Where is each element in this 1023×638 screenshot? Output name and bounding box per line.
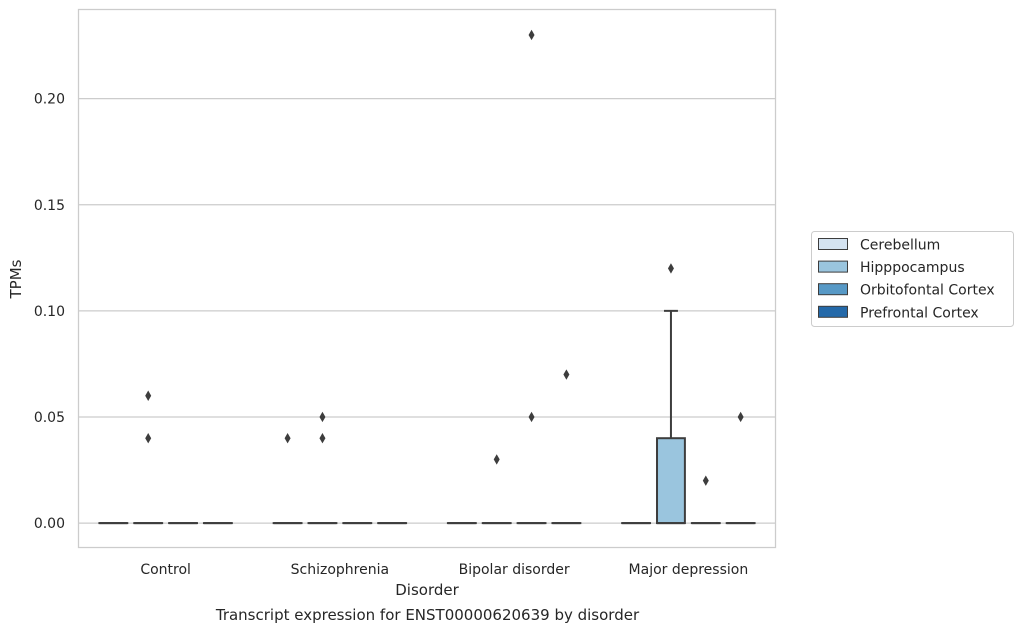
legend-swatch [819, 284, 848, 295]
outlier-point [703, 475, 709, 485]
x-tick-label: Schizophrenia [291, 562, 389, 578]
outlier-point [529, 30, 535, 40]
legend: Cerebellum Hipppocampus Orbitofontal Corte… [812, 232, 1014, 327]
x-axis-label: Disorder [395, 581, 459, 599]
legend-label: Prefrontal Cortex [860, 305, 979, 321]
legend-label: Hipppocampus [860, 260, 965, 276]
x-tick-label: Bipolar disorder [459, 562, 570, 578]
outlier-point [738, 412, 744, 422]
outlier-point [145, 433, 151, 443]
outlier-point [285, 433, 291, 443]
outlier-point [668, 263, 674, 273]
legend-label: Orbitofontal Cortex [860, 283, 995, 299]
y-tick-label: 0.15 [34, 198, 65, 214]
y-axis-label: TPMs [7, 259, 25, 299]
outlier-point [529, 412, 535, 422]
outlier-point [319, 433, 325, 443]
legend-swatch [819, 261, 848, 272]
chart-caption: Transcript expression for ENST0000062063… [0, 606, 855, 624]
y-tick-label: 0.10 [34, 304, 65, 320]
box-body [657, 438, 685, 523]
outlier-point [145, 391, 151, 401]
x-tick-label: Major depression [629, 562, 749, 578]
y-tick-label: 0.20 [34, 92, 65, 108]
y-tick-label: 0.00 [34, 516, 65, 532]
legend-swatch [819, 239, 848, 250]
x-tick-labels: Control Schizophrenia Bipolar disorder Majo… [140, 562, 748, 578]
legend-swatch [819, 306, 848, 317]
legend-label: Cerebellum [860, 238, 940, 254]
outlier-point [319, 412, 325, 422]
x-tick-label: Control [140, 562, 191, 578]
y-tick-label: 0.05 [34, 410, 65, 426]
outlier-point [563, 369, 569, 379]
y-tick-labels: 0.00 0.05 0.10 0.15 0.20 [34, 92, 65, 532]
outlier-point [494, 454, 500, 464]
